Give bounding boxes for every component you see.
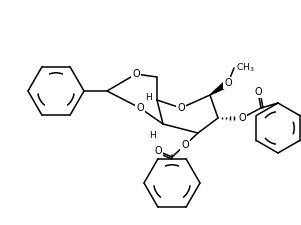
Text: O: O (254, 87, 262, 97)
Text: O: O (224, 78, 232, 88)
Text: O: O (238, 113, 246, 123)
Text: O: O (132, 69, 140, 79)
Text: O: O (154, 146, 162, 156)
Polygon shape (210, 80, 230, 95)
Text: H: H (150, 131, 157, 140)
Text: O: O (177, 103, 185, 113)
Text: CH$_3$: CH$_3$ (236, 62, 255, 74)
Text: H: H (144, 94, 151, 103)
Text: O: O (181, 140, 189, 150)
Text: O: O (136, 103, 144, 113)
